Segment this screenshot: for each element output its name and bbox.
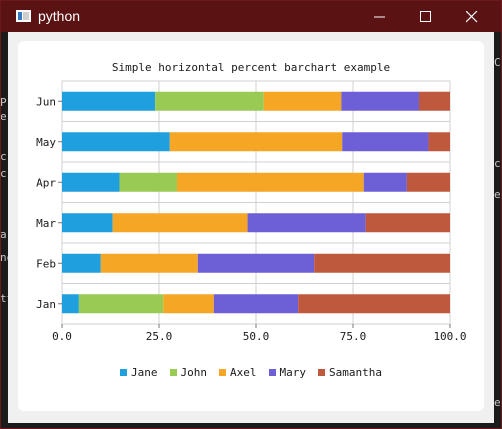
legend-item-jane: Jane bbox=[120, 366, 158, 379]
x-tick-label: 25.0 bbox=[146, 330, 173, 343]
legend-label: Jane bbox=[131, 366, 158, 379]
minimize-icon bbox=[374, 16, 385, 18]
title-bar[interactable]: python bbox=[1, 1, 501, 32]
percent-barchart: 0.0 25.0 50.0 75.0 100.0 Jan Feb Mar Apr May Jun bbox=[36, 80, 467, 343]
bar-segment-axel-jun bbox=[263, 91, 342, 111]
legend-swatch bbox=[318, 369, 325, 376]
close-button[interactable] bbox=[449, 1, 495, 32]
bar-segment-samantha-feb bbox=[314, 253, 450, 273]
close-icon bbox=[466, 11, 478, 23]
legend-swatch bbox=[219, 369, 226, 376]
background-text: c bbox=[494, 157, 501, 170]
x-tick-label: 75.0 bbox=[340, 330, 367, 343]
bar-segment-jane-feb bbox=[62, 253, 101, 273]
y-tick-label: Mar bbox=[36, 217, 56, 230]
background-text: C bbox=[494, 56, 501, 69]
legend-item-axel: Axel bbox=[219, 366, 257, 379]
bar-segment-john-jun bbox=[155, 91, 264, 111]
maximize-icon bbox=[420, 11, 431, 22]
background-text: P bbox=[0, 96, 7, 109]
legend-swatch bbox=[169, 369, 177, 376]
bar-segment-john-jan bbox=[78, 294, 164, 314]
bar-segment-samantha-apr bbox=[406, 172, 450, 192]
background-text: e bbox=[494, 188, 501, 201]
legend-item-john: John bbox=[169, 366, 208, 379]
bar-segment-axel-may bbox=[169, 132, 343, 152]
y-tick-label: Feb bbox=[36, 257, 56, 270]
bar-segment-jane-jun bbox=[62, 91, 156, 111]
x-tick-label: 50.0 bbox=[243, 330, 270, 343]
bar-segment-jane-may bbox=[62, 132, 170, 152]
bar-segment-jane-jan bbox=[62, 294, 79, 314]
bar-segment-john-apr bbox=[119, 172, 177, 192]
bar-segment-mary-mar bbox=[247, 213, 366, 233]
y-tick-label: Jan bbox=[36, 298, 56, 311]
bar-segment-mary-jun bbox=[341, 91, 419, 111]
bar-segment-samantha-jan bbox=[298, 294, 450, 314]
client-area: Simple horizontal percent barchart examp… bbox=[8, 32, 494, 423]
legend-swatch bbox=[120, 369, 127, 376]
y-tick-label: Jun bbox=[36, 95, 56, 108]
legend-label: Mary bbox=[279, 366, 307, 379]
window-title: python bbox=[38, 8, 81, 24]
x-tick-label: 100.0 bbox=[433, 330, 466, 343]
background-text: a bbox=[0, 228, 7, 241]
maximize-button[interactable] bbox=[403, 1, 449, 32]
legend-item-mary: Mary bbox=[268, 366, 307, 379]
y-tick-label: Apr bbox=[36, 176, 56, 189]
bar-segment-mary-jan bbox=[213, 294, 299, 314]
chart-legend: Jane John Axel Mary Samantha bbox=[18, 366, 484, 379]
chart-view: Simple horizontal percent barchart examp… bbox=[18, 41, 484, 411]
legend-label: Axel bbox=[230, 366, 257, 379]
background-text: c bbox=[0, 167, 7, 180]
legend-label: Samantha bbox=[329, 366, 382, 379]
legend-item-samantha: Samantha bbox=[318, 366, 382, 379]
bar-segment-jane-mar bbox=[62, 213, 113, 233]
legend-label: John bbox=[180, 366, 208, 379]
chart-title: Simple horizontal percent barchart examp… bbox=[111, 61, 391, 74]
bar-segment-samantha-mar bbox=[365, 213, 450, 233]
background-text: e bbox=[494, 396, 501, 409]
bar-segment-samantha-may bbox=[428, 132, 450, 152]
app-window-icon bbox=[16, 10, 31, 22]
bar-segment-jane-apr bbox=[62, 172, 120, 192]
bar-segment-axel-apr bbox=[176, 172, 364, 192]
bar-segment-axel-mar bbox=[112, 213, 248, 233]
x-tick-label: 0.0 bbox=[52, 330, 72, 343]
bar-segment-axel-feb bbox=[100, 253, 198, 273]
y-tick-label: May bbox=[36, 136, 56, 149]
background-text: c bbox=[0, 150, 7, 163]
minimize-button[interactable] bbox=[357, 1, 403, 32]
bar-segment-mary-apr bbox=[363, 172, 407, 192]
legend-swatch bbox=[268, 369, 276, 376]
bar-segment-axel-jan bbox=[163, 294, 214, 314]
bar-segment-mary-may bbox=[342, 132, 429, 152]
bar-segment-samantha-jun bbox=[418, 91, 450, 111]
bar-segment-mary-feb bbox=[197, 253, 315, 273]
